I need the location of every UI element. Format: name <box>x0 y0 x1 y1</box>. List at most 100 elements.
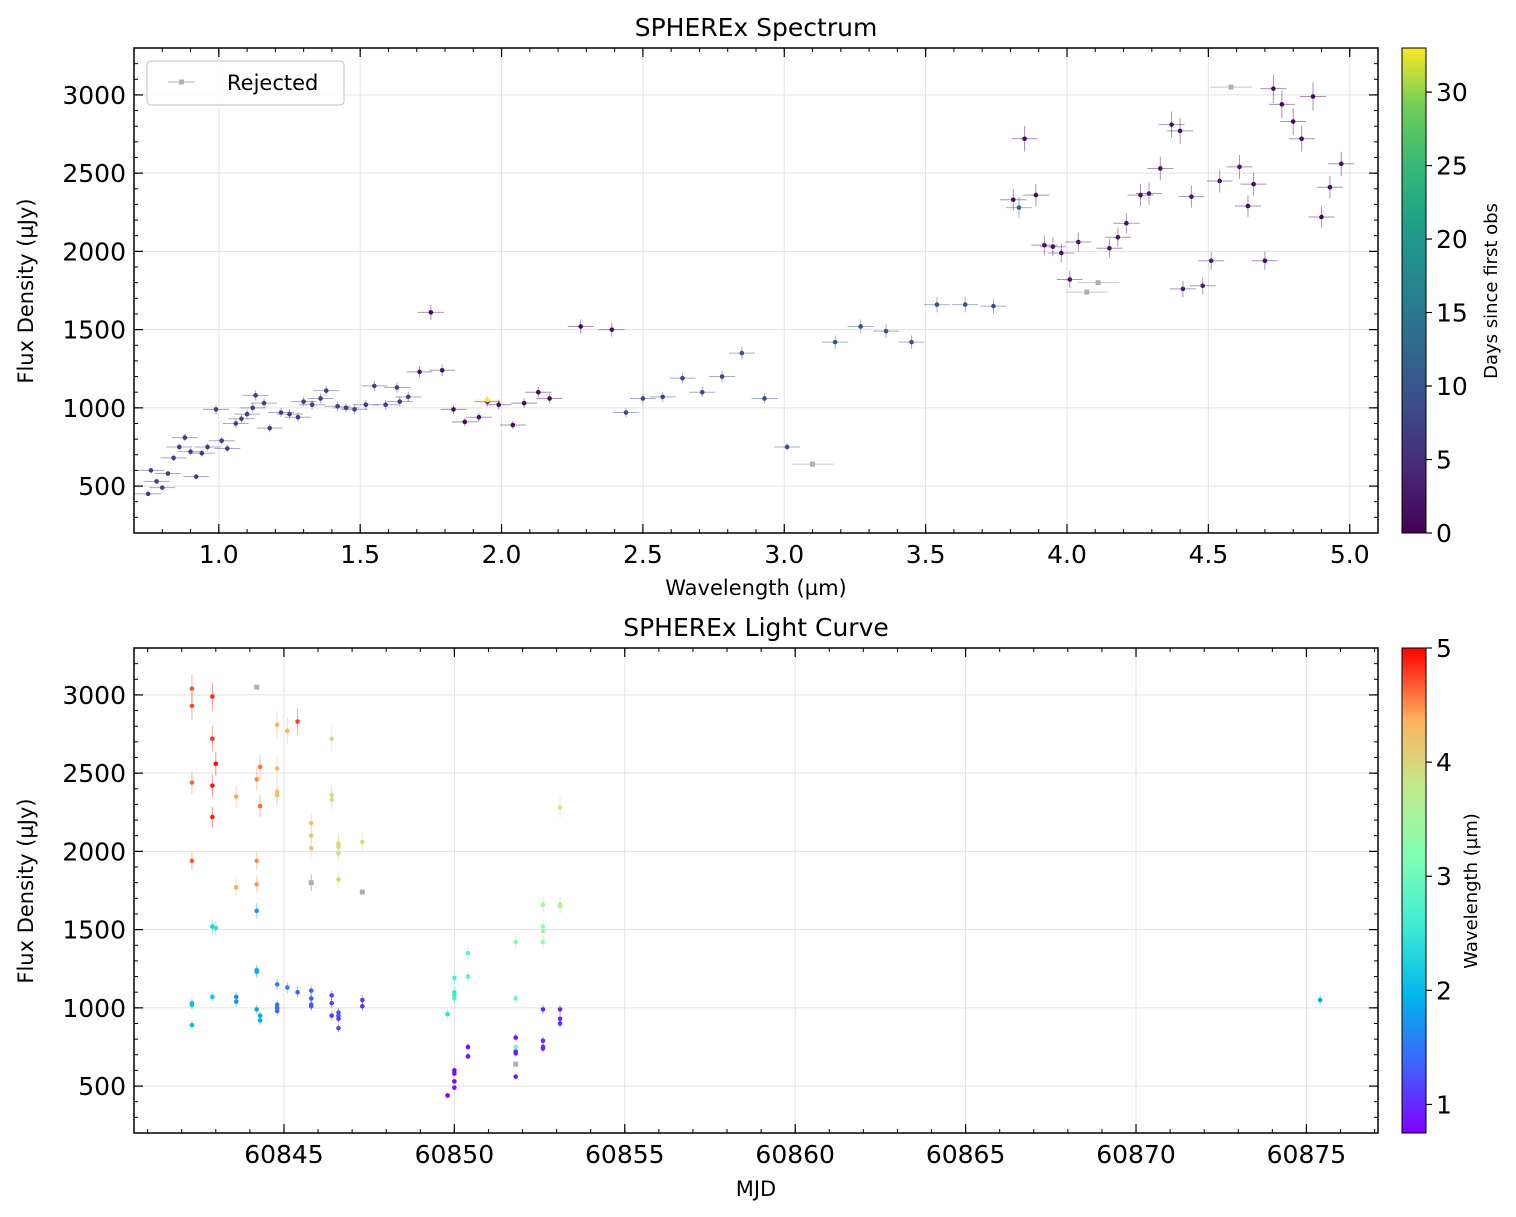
light-curve-point <box>257 1018 263 1023</box>
spectrum-point <box>1033 192 1039 198</box>
light-curve-point <box>465 1054 471 1059</box>
light-curve-point <box>336 844 341 849</box>
light-curve-point <box>295 989 300 995</box>
spectrum-point <box>278 410 284 415</box>
light-curve-point <box>1317 997 1323 1003</box>
spectrum-point <box>1050 244 1056 249</box>
spectrum-point <box>1016 205 1022 210</box>
spectrum-colorbar-tick-label: 5 <box>1436 446 1452 475</box>
light-curve-point <box>308 845 314 851</box>
light-curve-point <box>210 994 215 1000</box>
light-curve-point <box>189 1002 195 1008</box>
light-curve-colorbar-tick-label: 3 <box>1436 862 1452 891</box>
light-curve-point <box>233 794 239 799</box>
light-curve-colorbar-title: Wavelength (µm) <box>1461 813 1482 969</box>
light-curve-colorbar-tick-label: 4 <box>1436 748 1452 777</box>
light-curve-point <box>233 885 239 890</box>
spectrum-point <box>159 485 165 490</box>
light-curve-point <box>308 1003 314 1009</box>
light-curve-point <box>513 996 519 1001</box>
light-curve-point <box>557 805 563 810</box>
spectrum-point <box>1217 178 1222 184</box>
light-curve-point <box>213 925 219 931</box>
light-curve-title: SPHEREx Light Curve <box>623 613 889 642</box>
spectrum-point <box>1180 286 1186 292</box>
spectrum-y-axis-title: Flux Density (µJy) <box>14 198 38 383</box>
spectrum-point <box>301 399 306 404</box>
light-curve-rejected-point <box>359 889 365 895</box>
light-curve-rejected-point <box>513 1061 519 1067</box>
spectrum-rejected-point <box>1228 84 1234 90</box>
light-curve-point <box>513 939 519 945</box>
spectrum-point <box>883 328 889 334</box>
spectrum-points <box>145 84 1344 497</box>
spectrum-point <box>383 402 388 408</box>
light-curve-point <box>465 974 471 979</box>
spectrum-point <box>405 394 411 400</box>
spectrum-point <box>1010 197 1016 203</box>
light-curve-point <box>540 1007 546 1012</box>
light-curve-point <box>336 877 341 882</box>
spectrum-colorbar-tick-label: 0 <box>1436 519 1452 548</box>
spectrum-point <box>609 327 615 332</box>
light-curve-point <box>210 783 215 788</box>
light-curve-point <box>336 1016 341 1022</box>
light-curve-point <box>336 1025 341 1031</box>
light-curve-point <box>254 969 259 975</box>
spectrum-point <box>239 416 244 422</box>
spectrum-point <box>261 400 267 406</box>
spectrum-point <box>1146 191 1152 196</box>
spectrum-point <box>1262 258 1268 264</box>
spectrum-point <box>394 385 400 390</box>
spectrum-point <box>1115 235 1121 240</box>
spectrum-x-tick-label: 1.0 <box>199 540 239 569</box>
light-curve-point <box>308 988 314 993</box>
light-curve-point <box>233 999 239 1004</box>
spectrum-point <box>343 405 349 411</box>
spectrum-point <box>1279 102 1285 107</box>
spectrum-colorbar-tick-label: 25 <box>1436 152 1468 181</box>
spectrum-point <box>1319 214 1324 220</box>
light-curve-point <box>445 1093 450 1098</box>
light-curve-point <box>308 996 314 1001</box>
spectrum-x-tick-label: 1.5 <box>340 540 380 569</box>
light-curve-point <box>452 975 457 981</box>
spectrum-point <box>171 455 176 461</box>
spectrum-ticks: 1.0 1.5 2.0 2.5 3.0 3.5 4.0 4.5 5.0 500 1000 1500 20… <box>62 47 1379 569</box>
spectrum-x-tick-label: 2.5 <box>623 540 663 569</box>
spectrum-point <box>148 468 154 473</box>
spectrum-point <box>165 471 171 476</box>
light-curve-point <box>274 982 280 987</box>
spectrum-x-tick-label: 3.0 <box>764 540 804 569</box>
spectrum-x-tick-label: 4.5 <box>1188 540 1228 569</box>
spectrum-panel: SPHEREx Spectrum 1.0 1.5 2.0 2.5 3.0 3.5 4.0 4.… <box>14 13 1502 600</box>
spectrum-x-tick-label: 4.0 <box>1047 540 1087 569</box>
light-curve-point <box>360 1003 365 1009</box>
light-curve-point <box>274 792 280 798</box>
spectrum-point <box>335 403 340 409</box>
spectrum-y-tick-label: 1500 <box>62 316 126 345</box>
light-curve-point <box>445 1011 450 1017</box>
spectrum-point <box>934 302 940 307</box>
light-curve-point <box>360 997 365 1003</box>
light-curve-point <box>336 850 341 856</box>
spectrum-y-tick-label: 3000 <box>62 81 126 110</box>
spectrum-y-tick-label: 2500 <box>62 159 126 188</box>
spectrum-point <box>154 479 159 484</box>
legend-rejected-marker <box>179 79 184 85</box>
light-curve-point <box>257 764 263 770</box>
light-curve-point <box>254 777 259 782</box>
spectrum-point <box>250 405 256 411</box>
spectrum-point <box>397 399 403 404</box>
spectrum-point <box>1237 164 1242 170</box>
light-curve-point <box>557 1021 563 1026</box>
light-curve-point <box>274 766 280 771</box>
spectrum-colorbar-title: Days since first obs <box>1481 203 1502 379</box>
light-curve-point <box>254 908 259 914</box>
spectrum-point <box>267 425 273 431</box>
spectrum-point <box>363 402 369 408</box>
spectrum-point <box>991 303 996 309</box>
spectrum-point <box>219 438 224 443</box>
light-curve-y-tick-label: 1500 <box>62 916 126 945</box>
light-curve-point <box>213 761 219 767</box>
